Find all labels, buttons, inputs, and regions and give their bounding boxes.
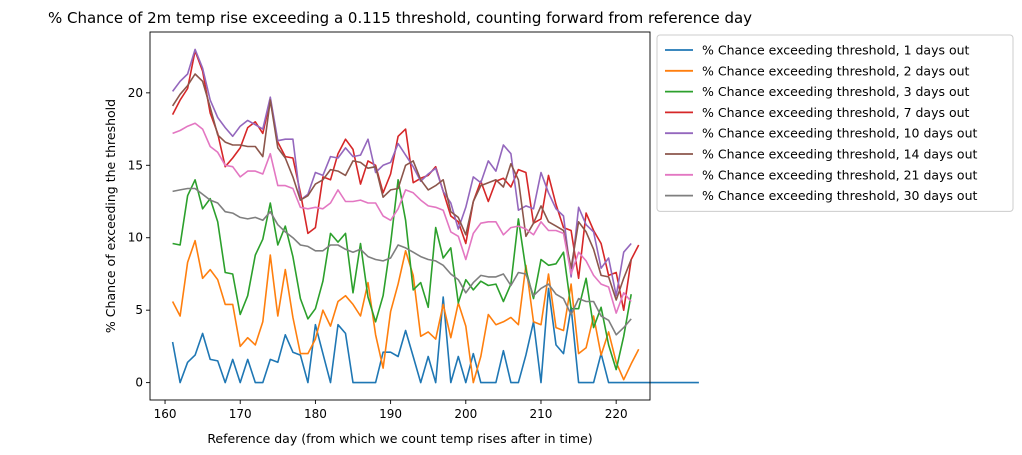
x-tick-label: 170 <box>229 407 252 421</box>
y-axis-label: % Chance of exceeding the threshold <box>103 99 118 333</box>
plot-area <box>149 31 699 401</box>
legend-box <box>656 34 1014 212</box>
series-line-5 <box>171 48 632 297</box>
x-axis: 160 170 180 190 200 210 220 <box>154 400 628 421</box>
legend-entry: % Chance exceeding threshold, 2 days out <box>702 63 970 78</box>
series-line-6 <box>171 73 632 301</box>
legend-entry: % Chance exceeding threshold, 10 days ou… <box>702 126 978 141</box>
y-tick-label: 5 <box>135 303 143 317</box>
y-axis: 0 5 10 15 20 <box>128 86 150 390</box>
legend: % Chance exceeding threshold, 1 days out… <box>656 34 1014 212</box>
x-tick-label: 190 <box>379 407 402 421</box>
series-line-1 <box>171 287 699 384</box>
axes-frame <box>149 31 651 401</box>
legend-entry: % Chance exceeding threshold, 21 days ou… <box>702 167 978 182</box>
x-tick-label: 200 <box>454 407 477 421</box>
x-axis-label: Reference day (from which we count temp … <box>207 431 592 446</box>
x-tick-label: 180 <box>304 407 327 421</box>
y-tick-label: 0 <box>135 376 143 390</box>
y-tick-label: 20 <box>128 86 143 100</box>
chart-title: % Chance of 2m temp rise exceeding a 0.1… <box>48 9 752 27</box>
series-line-7 <box>172 122 632 314</box>
legend-entry: % Chance exceeding threshold, 1 days out <box>702 43 970 58</box>
series-line-2 <box>171 239 640 384</box>
legend-entry: % Chance exceeding threshold, 3 days out <box>702 84 970 99</box>
y-tick-label: 10 <box>128 231 143 245</box>
x-tick-label: 210 <box>530 407 553 421</box>
x-tick-label: 220 <box>605 407 628 421</box>
x-tick-label: 160 <box>154 407 177 421</box>
legend-entry: % Chance exceeding threshold, 7 days out <box>702 105 970 120</box>
legend-entry: % Chance exceeding threshold, 14 days ou… <box>702 147 978 162</box>
legend-entry: % Chance exceeding threshold, 30 days ou… <box>702 188 978 203</box>
series-line-8 <box>172 187 632 336</box>
series-line-4 <box>171 49 640 312</box>
y-tick-label: 15 <box>128 158 143 172</box>
